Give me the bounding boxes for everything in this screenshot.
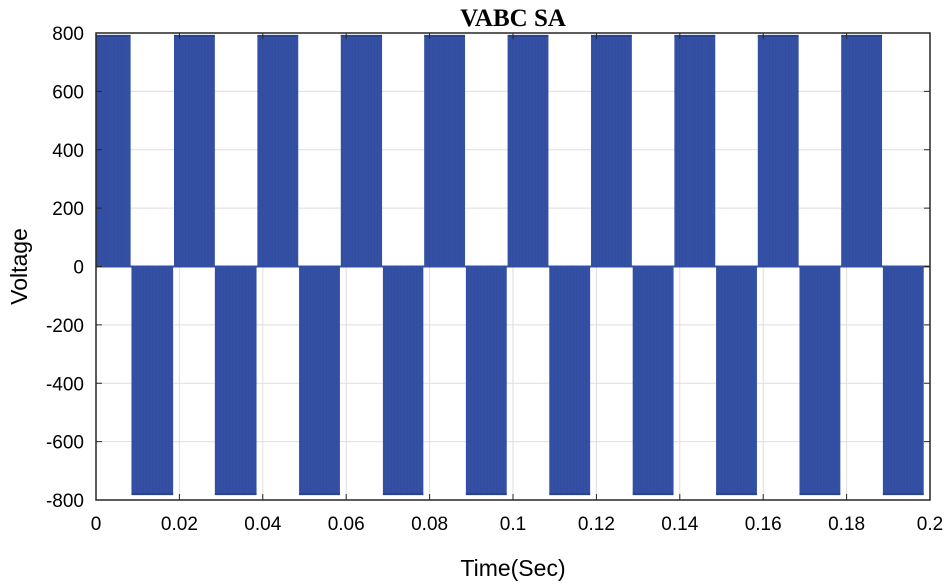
pulse-block-fill [882, 266, 924, 495]
y-tick-label: -200 [46, 316, 84, 337]
pulse-block-fill [716, 266, 757, 495]
x-tick-label: 0.12 [578, 514, 615, 535]
pulse-block [340, 34, 383, 267]
pulse-block-fill [549, 266, 591, 495]
pulse-block-fill [131, 266, 174, 495]
y-tick-label: -600 [46, 433, 84, 454]
pulse-block-fill [590, 35, 632, 267]
pulse-block-fill [173, 35, 215, 267]
y-tick-label: 200 [52, 199, 84, 220]
pulse-block [674, 34, 716, 267]
x-tick-label: 0.04 [244, 514, 281, 535]
pulse-block-fill [507, 35, 549, 267]
pulse-block [716, 266, 757, 496]
pulse-block-fill [424, 35, 466, 267]
pulse-block [507, 34, 549, 267]
pulse-block-fill [257, 35, 299, 267]
y-tick-label: -400 [46, 374, 84, 395]
pulse-block [799, 266, 841, 496]
pulse-block [549, 266, 591, 496]
pulse-block [841, 34, 883, 267]
pulse-block [757, 34, 799, 267]
y-tick-label: 600 [52, 82, 84, 103]
x-tick-label: 0.14 [661, 514, 698, 535]
pulse-block [131, 266, 174, 496]
pulse-block [299, 266, 340, 496]
pulse-block [590, 34, 632, 267]
pulse-block-fill [799, 266, 841, 495]
pulse-block-fill [841, 35, 883, 267]
x-axis-ticks: 0 0.02 0.04 0.06 0.08 0.1 0.12 0.14 0.16 0.18 0.2 [91, 33, 943, 535]
x-tick-label: 0.06 [328, 514, 365, 535]
y-tick-label: 400 [52, 141, 84, 162]
y-tick-label: -800 [46, 491, 84, 512]
x-tick-label: 0.08 [411, 514, 448, 535]
pulse-block-fill [757, 35, 799, 267]
pulse-block [424, 34, 466, 267]
x-tick-label: 0.02 [161, 514, 198, 535]
data-series [96, 34, 930, 496]
x-tick-label: 0 [91, 514, 102, 535]
pulse-block-fill [96, 35, 131, 267]
pulse-block [257, 34, 299, 267]
pulse-block [96, 34, 131, 267]
y-tick-label: 800 [52, 24, 84, 45]
pulse-block-fill [674, 35, 716, 267]
y-tick-label: 0 [73, 258, 84, 279]
pulse-block [632, 266, 674, 496]
pulse-block [465, 266, 507, 496]
chart-title: VABC SA [460, 5, 566, 32]
pulse-block-fill [340, 35, 383, 267]
pulse-block-fill [465, 266, 507, 495]
pulse-block [382, 266, 424, 496]
y-axis-ticks: 800 600 400 200 0 -200 -400 -600 -800 [46, 24, 930, 512]
y-axis-label: Voltage [6, 228, 32, 305]
x-tick-label: 0.18 [828, 514, 865, 535]
x-tick-label: 0.16 [745, 514, 782, 535]
pulse-block-fill [214, 266, 257, 495]
pulse-block [173, 34, 215, 267]
x-tick-label: 0.1 [500, 514, 526, 535]
pulse-block-fill [382, 266, 424, 495]
x-axis-label: Time(Sec) [460, 555, 565, 581]
x-tick-label: 0.2 [917, 514, 943, 535]
pulse-block [214, 266, 257, 496]
pulse-block-fill [632, 266, 674, 495]
pulse-block-fill [299, 266, 340, 495]
pulse-block [882, 266, 924, 496]
